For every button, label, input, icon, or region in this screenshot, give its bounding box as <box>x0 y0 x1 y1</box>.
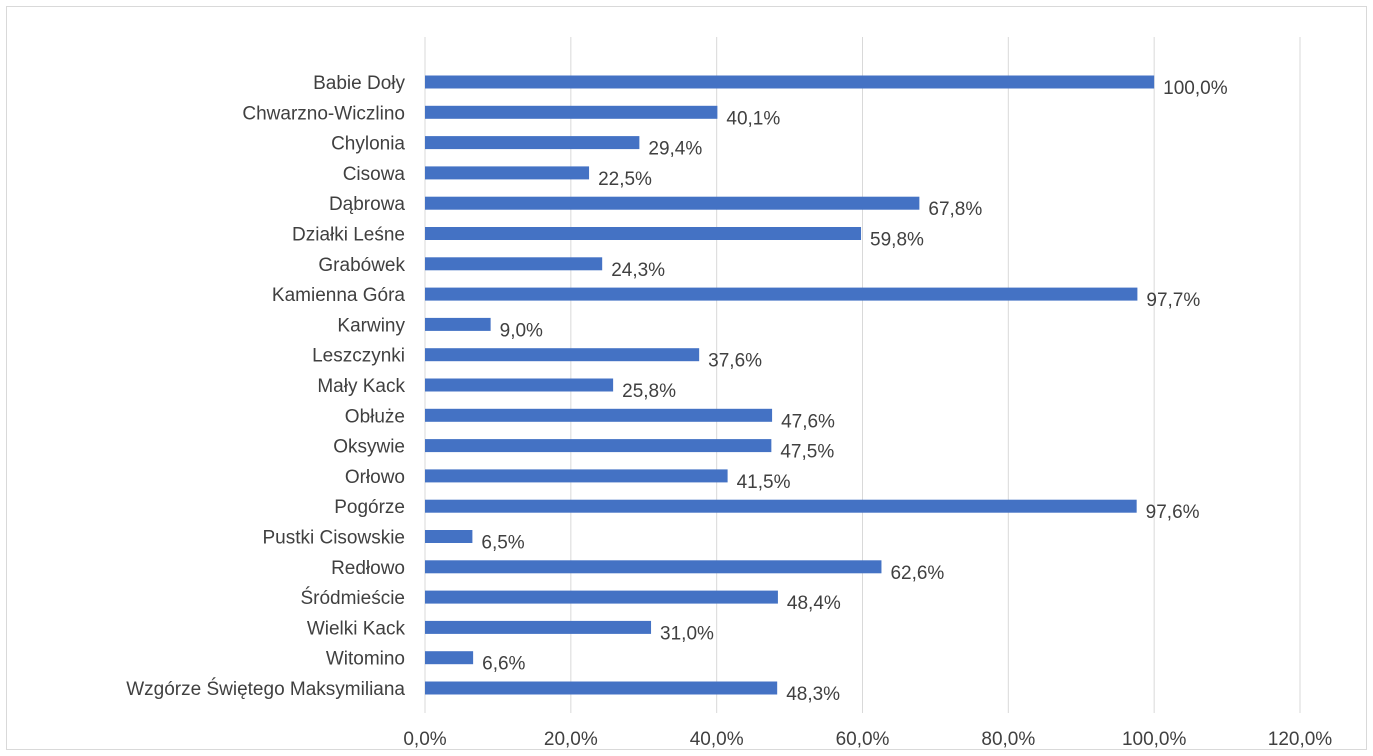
category-label: Redłowo <box>331 558 405 579</box>
bar <box>425 530 473 543</box>
data-label: 6,6% <box>482 654 525 675</box>
data-label: 62,6% <box>890 563 944 584</box>
x-tick-label: 120,0% <box>1268 729 1333 750</box>
data-label: 47,6% <box>781 411 835 432</box>
x-tick-label: 20,0% <box>544 729 598 750</box>
category-label: Witomino <box>326 649 405 670</box>
category-label: Pogórze <box>334 497 405 518</box>
category-label: Orłowo <box>345 467 405 488</box>
bar <box>425 499 1137 513</box>
bar <box>425 620 652 634</box>
data-label: 67,8% <box>928 199 982 220</box>
category-label: Chylonia <box>331 134 405 155</box>
bar <box>425 408 773 422</box>
data-labels: 100,0% 40,1% 29,4% 22,5% 67,8%59,8% 24,3% 97,7… <box>481 78 1227 705</box>
x-tick-label: 80,0% <box>981 729 1035 750</box>
data-label: 97,6% <box>1146 502 1200 523</box>
bar <box>425 136 640 150</box>
category-label: Obłuże <box>345 406 405 427</box>
category-label: Działki Leśne <box>292 225 405 246</box>
category-label: Grabówek <box>318 255 405 276</box>
category-label: Oksywie <box>333 437 405 458</box>
data-label: 47,5% <box>780 442 834 463</box>
bar <box>425 287 1138 301</box>
data-label: 6,5% <box>481 533 524 554</box>
data-label: 31,0% <box>660 623 714 644</box>
category-label: Karwiny <box>337 315 405 336</box>
category-label: Babie Doły <box>313 73 405 94</box>
category-label: Pustki Cisowskie <box>262 528 405 549</box>
gridlines <box>424 37 1301 713</box>
data-label: 100,0% <box>1163 78 1228 99</box>
category-label: Wielki Kack <box>307 618 406 639</box>
bar <box>425 227 862 240</box>
bar <box>425 590 778 604</box>
bar <box>425 166 590 180</box>
bar-chart: Babie Doły Chwarzno-Wiczlino Chylonia Cisow… <box>126 37 1332 750</box>
x-tick-label: 100,0% <box>1122 729 1187 750</box>
data-label: 40,1% <box>726 108 780 129</box>
bar <box>425 196 920 210</box>
category-label: Chwarzno-Wiczlino <box>242 103 405 124</box>
category-label: Mały Kack <box>317 376 405 397</box>
x-axis-tick-labels: 0,0% 20,0% 40,0% 60,0% 80,0% 100,0% 120,0% <box>403 729 1332 750</box>
data-label: 24,3% <box>611 260 665 281</box>
data-label: 48,3% <box>786 684 840 705</box>
x-tick-label: 60,0% <box>836 729 890 750</box>
bar <box>425 257 603 271</box>
data-label: 37,6% <box>708 351 762 372</box>
x-tick-label: 0,0% <box>403 729 446 750</box>
bars <box>425 75 1155 695</box>
data-label: 25,8% <box>622 381 676 402</box>
bar <box>425 348 700 362</box>
data-label: 48,4% <box>787 593 841 614</box>
x-tick-label: 40,0% <box>690 729 744 750</box>
bar <box>425 317 491 331</box>
data-label: 41,5% <box>737 472 791 493</box>
chart-frame: Babie Doły Chwarzno-Wiczlino Chylonia Cisow… <box>6 6 1367 750</box>
bar <box>425 105 718 119</box>
category-labels: Babie Doły Chwarzno-Wiczlino Chylonia Cisow… <box>126 73 405 700</box>
data-label: 29,4% <box>648 139 702 160</box>
data-label: 9,0% <box>500 320 543 341</box>
category-label: Wzgórze Świętego Maksymiliana <box>126 678 405 700</box>
data-label: 97,7% <box>1146 290 1200 311</box>
bar <box>425 378 614 392</box>
category-label: Dąbrowa <box>329 194 405 215</box>
category-label: Śródmieście <box>300 587 405 609</box>
bar <box>425 469 728 483</box>
data-label: 59,8% <box>870 230 924 251</box>
bar <box>425 560 882 574</box>
bar <box>425 439 772 453</box>
bar <box>425 75 1155 89</box>
data-label: 22,5% <box>598 169 652 190</box>
category-label: Kamienna Góra <box>272 285 406 306</box>
category-label: Leszczynki <box>312 346 405 367</box>
category-label: Cisowa <box>343 164 406 185</box>
bar <box>425 651 474 665</box>
bar <box>425 681 778 695</box>
